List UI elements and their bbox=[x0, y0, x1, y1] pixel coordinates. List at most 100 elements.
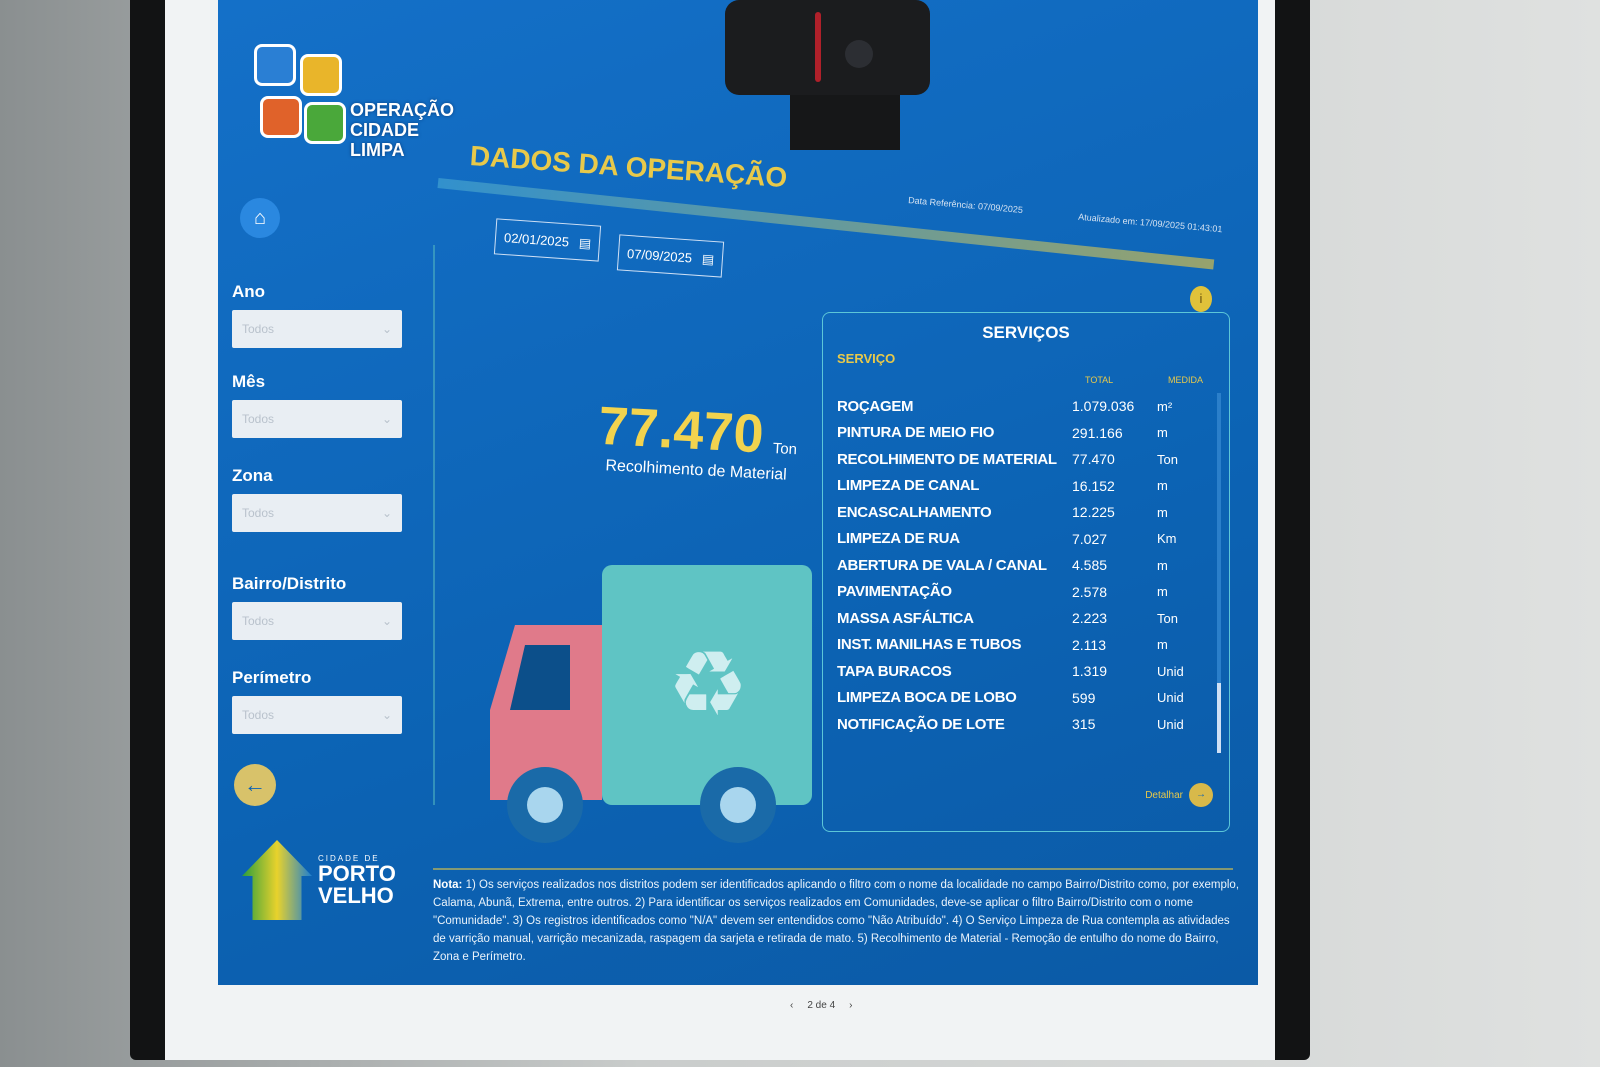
table-row[interactable]: MASSA ASFÁLTICA 2.223 Ton bbox=[837, 605, 1197, 632]
calendar-icon: ▤ bbox=[701, 251, 715, 268]
prev-page-button[interactable]: ‹ bbox=[790, 1000, 794, 1011]
city-logo-line2: VELHO bbox=[318, 882, 394, 908]
select-value: Todos bbox=[242, 506, 275, 520]
back-button[interactable]: ← bbox=[234, 764, 276, 806]
bairro-select[interactable]: Todos ⌄ bbox=[232, 602, 402, 640]
service-unit: m bbox=[1157, 478, 1168, 494]
end-date: 07/09/2025 bbox=[626, 245, 693, 266]
city-logo-small: CIDADE DE bbox=[318, 853, 380, 863]
service-total: 2.223 bbox=[1072, 610, 1108, 627]
kpi-card: 77.470 Ton Recolhimento de Material bbox=[596, 395, 799, 485]
page-indicator: 2 de 4 bbox=[807, 1000, 836, 1011]
data-referencia: Data Referência: 07/09/2025 bbox=[907, 195, 1024, 215]
col-header-unit[interactable]: MEDIDA bbox=[1168, 375, 1204, 385]
filter-mes: Mês Todos ⌄ bbox=[232, 372, 402, 438]
table-row[interactable]: LIMPEZA DE RUA 7.027 Km bbox=[837, 526, 1197, 553]
start-date: 02/01/2025 bbox=[503, 229, 570, 250]
webcam-accent bbox=[815, 12, 821, 82]
next-page-button[interactable]: › bbox=[849, 1000, 853, 1011]
service-unit: m bbox=[1157, 584, 1168, 600]
table-row[interactable]: RECOLHIMENTO DE MATERIAL 77.470 Ton bbox=[837, 446, 1197, 473]
wheel-hub bbox=[527, 787, 563, 823]
service-name: RECOLHIMENTO DE MATERIAL bbox=[837, 450, 1057, 468]
scrollbar-thumb[interactable] bbox=[1217, 683, 1221, 753]
table-row[interactable]: PAVIMENTAÇÃO 2.578 m bbox=[837, 579, 1197, 606]
services-table: ROÇAGEM 1.079.036 m² PINTURA DE MEIO FIO 291… bbox=[837, 393, 1197, 738]
service-name: PINTURA DE MEIO FIO bbox=[837, 424, 995, 442]
service-total: 315 bbox=[1072, 716, 1096, 733]
service-unit: m bbox=[1157, 637, 1168, 653]
service-name: TAPA BURACOS bbox=[837, 662, 952, 680]
table-row[interactable]: LIMPEZA DE CANAL 16.152 m bbox=[837, 473, 1197, 500]
services-panel: SERVIÇOS SERVIÇO TOTAL MEDIDA ROÇAGEM 1.0… bbox=[822, 312, 1230, 832]
services-title: SERVIÇOS bbox=[982, 323, 1070, 342]
perimetro-select[interactable]: Todos ⌄ bbox=[232, 696, 402, 734]
dashboard-screen: OPERAÇÃO CIDADE LIMPA ⌂ Ano Todos ⌄ Mês T… bbox=[218, 0, 1258, 985]
cidade-limpa-logo: OPERAÇÃO CIDADE LIMPA bbox=[240, 30, 454, 170]
table-row[interactable]: ROÇAGEM 1.079.036 m² bbox=[837, 393, 1197, 420]
col-header-total[interactable]: TOTAL bbox=[1085, 375, 1114, 385]
chevron-down-icon: ⌄ bbox=[381, 322, 392, 336]
truck-cab bbox=[490, 625, 602, 800]
detail-label: Detalhar bbox=[1145, 789, 1183, 801]
webcam-lens bbox=[845, 40, 873, 68]
truck-container bbox=[602, 565, 812, 805]
home-icon: ⌂ bbox=[253, 206, 267, 229]
note-divider bbox=[433, 868, 1233, 870]
start-date-picker[interactable]: 02/01/2025 ▤ bbox=[493, 218, 602, 262]
end-date-picker[interactable]: 07/09/2025 ▤ bbox=[616, 234, 725, 278]
filter-label: Ano bbox=[232, 282, 266, 301]
service-name: PAVIMENTAÇÃO bbox=[837, 583, 952, 601]
filter-label: Bairro/Distrito bbox=[232, 574, 347, 593]
service-unit: Ton bbox=[1157, 451, 1178, 467]
table-row[interactable]: TAPA BURACOS 1.319 Unid bbox=[837, 658, 1197, 685]
service-name: MASSA ASFÁLTICA bbox=[837, 609, 974, 627]
service-total: 1.079.036 bbox=[1072, 398, 1135, 415]
service-name: LIMPEZA DE CANAL bbox=[837, 477, 980, 495]
ano-select[interactable]: Todos ⌄ bbox=[232, 310, 402, 348]
info-icon: i bbox=[1199, 291, 1203, 306]
service-total: 4.585 bbox=[1072, 557, 1108, 574]
mes-select[interactable]: Todos ⌄ bbox=[232, 400, 402, 438]
recycle-icon: ♻ bbox=[668, 635, 749, 735]
service-name: ABERTURA DE VALA / CANAL bbox=[837, 556, 1047, 574]
atualizado-em: Atualizado em: 17/09/2025 01:43:01 bbox=[1077, 211, 1223, 235]
select-value: Todos bbox=[242, 412, 275, 426]
scrollbar[interactable] bbox=[1217, 393, 1221, 753]
service-unit: Unid bbox=[1157, 716, 1184, 732]
filter-ano: Ano Todos ⌄ bbox=[232, 282, 402, 348]
service-total: 16.152 bbox=[1072, 477, 1115, 494]
chevron-down-icon: ⌄ bbox=[381, 506, 392, 520]
service-name: INST. MANILHAS E TUBOS bbox=[837, 636, 1022, 654]
table-row[interactable]: NOTIFICAÇÃO DE LOTE 315 Unid bbox=[837, 711, 1197, 738]
table-row[interactable]: INST. MANILHAS E TUBOS 2.113 m bbox=[837, 632, 1197, 659]
table-row[interactable]: LIMPEZA BOCA DE LOBO 599 Unid bbox=[837, 685, 1197, 712]
col-header-service[interactable]: SERVIÇO bbox=[837, 351, 896, 366]
table-row[interactable]: ABERTURA DE VALA / CANAL 4.585 m bbox=[837, 552, 1197, 579]
kpi-value: 77.470 bbox=[597, 395, 766, 465]
filter-bairro: Bairro/Distrito Todos ⌄ bbox=[232, 574, 402, 640]
city-logo-line1: PORTO bbox=[318, 860, 396, 886]
recycling-truck-illustration: ♻ bbox=[490, 565, 812, 843]
service-name: LIMPEZA DE RUA bbox=[837, 530, 960, 548]
select-value: Todos bbox=[242, 322, 275, 336]
filter-zona: Zona Todos ⌄ bbox=[232, 466, 402, 532]
zona-select[interactable]: Todos ⌄ bbox=[232, 494, 402, 532]
home-button[interactable]: ⌂ bbox=[240, 198, 280, 238]
arrow-right-icon: → bbox=[1189, 783, 1213, 807]
service-unit: m bbox=[1157, 557, 1168, 573]
porto-velho-logo: CIDADE DE PORTO VELHO bbox=[242, 840, 396, 920]
service-unit: Km bbox=[1157, 531, 1177, 547]
service-total: 599 bbox=[1072, 689, 1096, 706]
table-row[interactable]: PINTURA DE MEIO FIO 291.166 m bbox=[837, 420, 1197, 447]
kpi-unit: Ton bbox=[772, 439, 798, 459]
service-unit: m bbox=[1157, 425, 1168, 441]
detail-button[interactable]: Detalhar → bbox=[1145, 783, 1213, 807]
table-row[interactable]: ENCASCALHAMENTO 12.225 m bbox=[837, 499, 1197, 526]
info-button[interactable]: i bbox=[1190, 286, 1212, 312]
service-unit: m² bbox=[1157, 398, 1173, 414]
service-unit: Unid bbox=[1157, 690, 1184, 706]
wheel-hub bbox=[720, 787, 756, 823]
chevron-down-icon: ⌄ bbox=[381, 412, 392, 426]
filter-label: Zona bbox=[232, 466, 273, 485]
